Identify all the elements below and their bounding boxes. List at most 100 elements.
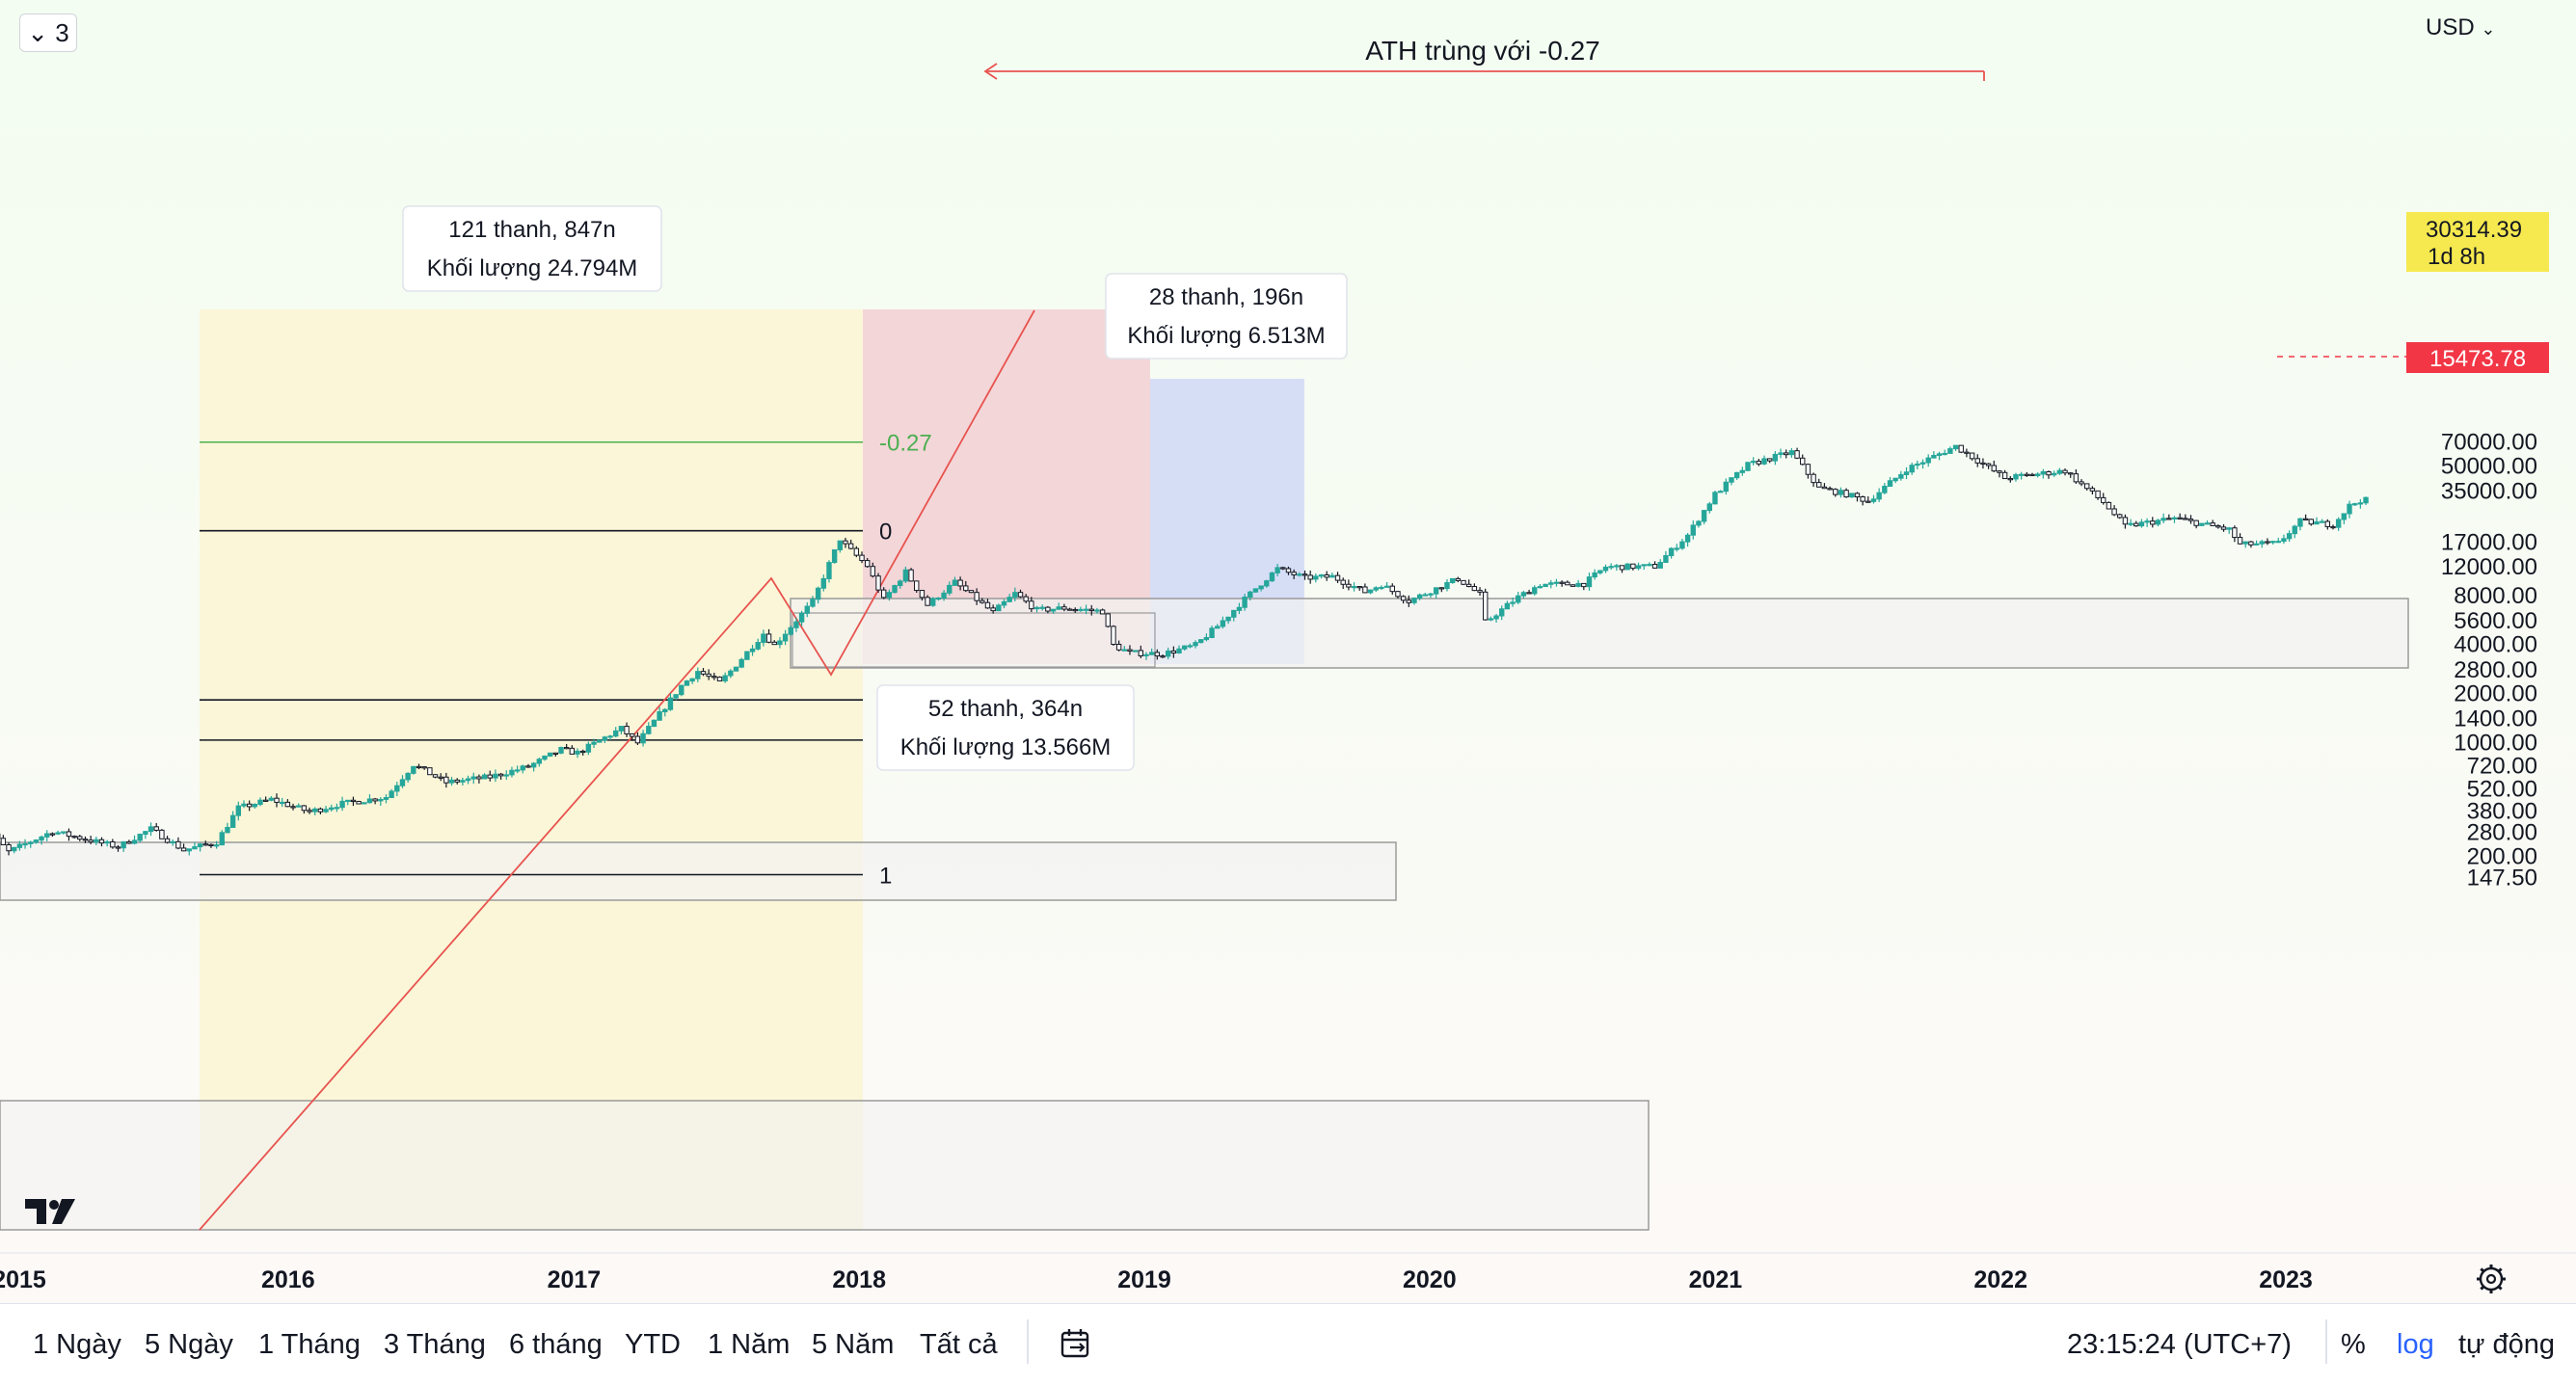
candle <box>1641 564 1647 571</box>
candle <box>706 669 711 680</box>
candle <box>427 767 433 776</box>
gear-icon[interactable] <box>2477 1265 2506 1293</box>
candle <box>2029 472 2035 477</box>
candle <box>749 645 756 656</box>
candle <box>2330 524 2336 530</box>
candle <box>389 788 394 799</box>
candle <box>2259 539 2265 548</box>
candle <box>2062 468 2068 476</box>
support-zone-200 <box>0 1100 1650 1231</box>
candle <box>2007 475 2013 483</box>
candle <box>902 566 909 583</box>
candle <box>798 610 805 626</box>
candle <box>164 836 171 844</box>
candle <box>1794 447 1800 460</box>
candle <box>2204 519 2211 525</box>
candle <box>2286 530 2293 543</box>
candle <box>2226 526 2232 534</box>
candle <box>383 794 389 804</box>
candle <box>1203 633 1210 642</box>
candle <box>470 772 476 785</box>
candle <box>1925 454 1931 467</box>
candle <box>2199 522 2205 526</box>
candle <box>990 604 996 614</box>
candle <box>1947 446 1953 454</box>
candle <box>2253 540 2260 546</box>
layout-toggle-button[interactable]: ⌄ 3 <box>19 13 77 52</box>
timeframe-button[interactable]: 1 Năm <box>708 1329 791 1360</box>
candle <box>728 669 734 679</box>
candle <box>761 629 766 647</box>
support-zone-3500 <box>790 598 2409 669</box>
timeframe-button[interactable]: 3 Tháng <box>384 1329 486 1360</box>
candle <box>1389 583 1395 595</box>
candle <box>542 755 548 761</box>
candle <box>530 761 537 772</box>
candle <box>0 835 7 845</box>
timeframe-button[interactable]: Tất cả <box>920 1329 998 1360</box>
candle <box>2084 483 2090 491</box>
candle <box>2281 534 2287 545</box>
x-tick-label: 2016 <box>261 1266 315 1293</box>
candle <box>2001 469 2008 480</box>
auto-scale-toggle[interactable]: tự động <box>2458 1329 2556 1360</box>
candle <box>33 839 40 844</box>
candle <box>646 722 652 735</box>
timeframe-button[interactable]: YTD <box>625 1329 681 1360</box>
candle <box>1236 602 1243 615</box>
candle <box>28 840 34 848</box>
candle <box>711 673 717 680</box>
candle <box>1395 591 1401 599</box>
candle <box>1876 488 1882 503</box>
candle <box>503 770 509 780</box>
candle <box>1285 566 1292 575</box>
candle <box>700 668 707 677</box>
candle <box>399 775 406 788</box>
candle <box>1105 613 1111 628</box>
candle <box>1154 649 1161 660</box>
candle <box>925 595 930 606</box>
candle <box>2193 519 2199 529</box>
candle <box>2237 533 2243 545</box>
candle <box>1301 570 1308 580</box>
candle <box>820 574 826 592</box>
candle <box>880 587 887 599</box>
percent-scale-toggle[interactable]: % <box>2341 1329 2366 1360</box>
candle <box>356 800 362 805</box>
candle <box>362 802 367 805</box>
y-tick-label: 520.00 <box>2467 776 2537 802</box>
candle <box>1291 569 1297 579</box>
candle <box>930 597 936 607</box>
candle <box>1280 566 1286 571</box>
log-scale-toggle[interactable]: log <box>2397 1329 2434 1360</box>
timeframe-button[interactable]: 5 Ngày <box>145 1329 233 1360</box>
candle <box>2155 519 2161 527</box>
timeframe-button[interactable]: 1 Tháng <box>258 1329 361 1360</box>
candle <box>1903 466 1910 480</box>
candle <box>1379 585 1384 590</box>
y-tick-label: 50000.00 <box>2441 453 2537 479</box>
candle <box>131 835 138 845</box>
candle <box>941 590 947 601</box>
candle <box>1061 603 1067 612</box>
timeframe-button[interactable]: 1 Ngày <box>33 1329 121 1360</box>
candle <box>1356 586 1362 591</box>
y-tick-label: 380.00 <box>2467 798 2537 824</box>
candle <box>1739 466 1746 476</box>
candle <box>448 776 455 786</box>
candle <box>1936 451 1943 461</box>
currency-selector[interactable]: USD ⌄ <box>2426 12 2495 44</box>
candle <box>1351 582 1357 592</box>
timeframe-button[interactable]: 5 Năm <box>812 1329 895 1360</box>
x-tick-label: 2015 <box>0 1266 46 1293</box>
candle <box>312 807 318 815</box>
candle <box>1586 573 1593 591</box>
candle <box>716 676 723 681</box>
candle <box>1833 488 1838 497</box>
calendar-range-icon[interactable] <box>1059 1327 1093 1362</box>
timeframe-button[interactable]: 6 tháng <box>509 1329 603 1360</box>
candle <box>2144 518 2150 527</box>
measure-lines <box>199 63 1985 1231</box>
